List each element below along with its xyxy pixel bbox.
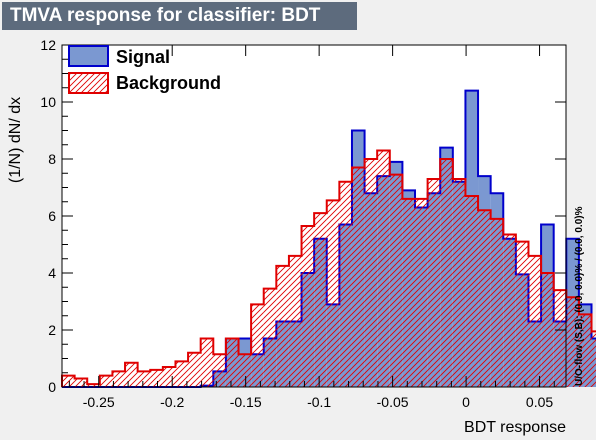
- background-bar: [515, 241, 529, 387]
- background-bar: [251, 304, 264, 387]
- x-axis-label: BDT response: [464, 419, 566, 436]
- y-axis-label: (1/N) dN/ dx: [7, 97, 24, 183]
- background-bar: [238, 354, 252, 387]
- background-bar: [541, 273, 554, 387]
- background-bar: [288, 255, 302, 387]
- legend-signal-swatch: [68, 45, 109, 67]
- background-bar: [87, 384, 100, 387]
- y-tick-label: 12: [40, 37, 56, 53]
- background-bar: [99, 375, 113, 387]
- overflow-label: U/O-flow (S,B): (0.0, 0.0)% / (0.0, 0.0)…: [574, 206, 585, 386]
- background-bar: [326, 200, 340, 387]
- background-bar: [452, 178, 466, 387]
- y-tick-label: 8: [48, 151, 56, 167]
- background-bar: [301, 225, 315, 387]
- background-bar: [503, 234, 516, 387]
- background-bar: [125, 362, 138, 387]
- background-bar: [62, 375, 75, 387]
- x-tick-label: -0.25: [83, 394, 115, 410]
- background-bar: [112, 371, 126, 387]
- x-tick-label: 0: [462, 394, 470, 410]
- background-bar: [162, 367, 176, 387]
- y-tick-label: 2: [48, 322, 56, 338]
- background-bar: [339, 181, 352, 387]
- background-bar: [440, 159, 453, 387]
- background-series: [61, 149, 596, 388]
- background-bar: [213, 354, 226, 387]
- background-bar: [276, 265, 289, 388]
- background-bar: [351, 167, 365, 387]
- axes: 0 2 4 6 8 10 12 -0.25 -0.2 -0.15 -0.1 -0.05 0 0.05: [40, 37, 567, 410]
- background-bar: [490, 218, 504, 387]
- background-bar: [553, 290, 567, 387]
- background-bar: [263, 288, 277, 387]
- background-bar: [402, 198, 416, 387]
- legend: Signal Background: [68, 45, 221, 94]
- y-tick-label: 0: [48, 379, 56, 395]
- legend-signal-label: Signal: [116, 47, 170, 67]
- background-bar: [578, 314, 592, 387]
- background-bar: [137, 371, 151, 387]
- background-bar: [591, 331, 596, 387]
- background-bar: [415, 198, 428, 387]
- background-bar: [566, 297, 579, 387]
- background-outline: [61, 149, 596, 387]
- background-bar: [364, 159, 378, 387]
- legend-background-swatch: [68, 72, 109, 94]
- background-bar: [150, 369, 163, 387]
- background-bar: [528, 255, 542, 387]
- y-tick-label: 6: [48, 208, 56, 224]
- background-bar: [200, 338, 214, 387]
- background-bar: [314, 213, 327, 387]
- y-tick-label: 4: [48, 265, 56, 281]
- background-bar: [225, 338, 239, 387]
- background-bar: [478, 210, 491, 387]
- background-bar: [188, 352, 201, 387]
- x-tick-label: -0.15: [230, 394, 262, 410]
- background-bar: [389, 174, 403, 387]
- background-bar: [175, 361, 189, 387]
- x-tick-label: -0.05: [377, 394, 409, 410]
- x-tick-label: -0.2: [160, 394, 184, 410]
- chart-title: TMVA response for classifier: BDT: [2, 2, 357, 30]
- background-bar: [427, 178, 441, 387]
- x-tick-label: -0.1: [307, 394, 331, 410]
- y-tick-label: 10: [40, 94, 56, 110]
- background-bar: [74, 378, 88, 387]
- background-bar: [465, 196, 479, 387]
- legend-background-label: Background: [116, 73, 221, 93]
- background-bar: [377, 150, 390, 387]
- x-tick-label: 0.05: [526, 394, 553, 410]
